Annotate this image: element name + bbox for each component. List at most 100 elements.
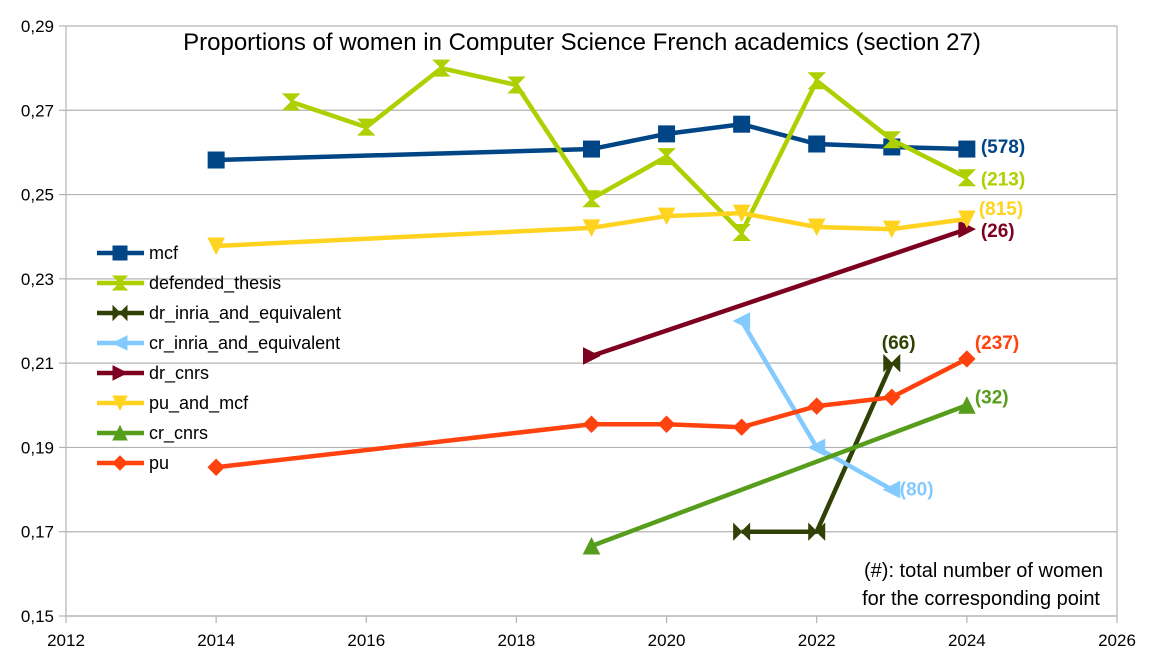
data-point-marker (733, 522, 751, 541)
data-point-marker (958, 350, 976, 368)
y-tick-label: 0,17 (21, 523, 54, 542)
data-point-marker (807, 218, 826, 237)
annotations: (578) (213) (66) (80) (26)(815) (32) (237) (882, 137, 1025, 501)
data-point-marker (507, 76, 526, 94)
data-point-marker (732, 224, 751, 241)
data-point-marker (582, 219, 601, 237)
data-point-marker (732, 418, 751, 436)
data-point-marker (958, 140, 976, 158)
series-mcf (207, 115, 976, 169)
y-tick-label: 0,21 (21, 354, 54, 373)
x-tick-label: 2026 (1098, 631, 1136, 650)
x-tick-label: 2020 (648, 631, 686, 650)
y-tick-label: 0,19 (21, 438, 54, 457)
data-point-marker (583, 347, 601, 365)
y-tick-label: 0,15 (21, 607, 54, 626)
series-group (207, 59, 977, 555)
note-line-1: (#): total number of women (864, 560, 1103, 582)
data-label-defended-thesis: (213) (981, 170, 1025, 191)
data-point-marker (207, 458, 225, 476)
data-point-marker (583, 140, 600, 158)
data-label-dr-inria-and-equivalent: (66) (882, 333, 916, 354)
legend-item: cr_inria_and_equivalent (97, 333, 340, 354)
axes (65, 26, 1118, 617)
data-point-marker (807, 72, 826, 90)
data-label-cr-cnrs: (32) (975, 387, 1009, 408)
note-line-2: for the corresponding point (862, 588, 1100, 610)
x-tick-label: 2014 (197, 631, 235, 650)
data-point-marker (207, 151, 225, 169)
data-point-marker (883, 353, 901, 373)
series-cr-inria-and-equivalent (732, 312, 901, 499)
legend-item: dr_cnrs (97, 363, 209, 384)
legend-item: dr_inria_and_equivalent (97, 303, 341, 324)
legend-item: defended_thesis (97, 273, 281, 294)
legend-marker-triangle-down-icon (112, 395, 128, 412)
series-pu-and-mcf (207, 204, 976, 256)
data-label-mcf: (578) (981, 137, 1025, 158)
data-point-marker (582, 536, 601, 555)
data-point-marker (582, 190, 601, 208)
legend: mcf defended_thesis dr_inria_and_equivalen… (97, 243, 341, 473)
data-label-pu: (237) (975, 333, 1019, 354)
data-point-marker (658, 125, 676, 143)
data-point-marker (808, 397, 826, 415)
data-point-marker (882, 220, 901, 239)
data-point-marker (357, 118, 376, 136)
y-axis-ticks: 0,15 0,17 0,19 0,21 0,23 0,25 0,27 0,29 (21, 17, 66, 626)
data-point-marker (882, 480, 901, 499)
data-point-marker (657, 148, 676, 166)
data-point-marker (882, 131, 901, 149)
legend-marker-triangle-up-icon (112, 424, 128, 441)
x-tick-label: 2022 (798, 631, 836, 650)
series-defended-thesis (282, 59, 977, 241)
data-label-pu-and-mcf: (815) (979, 199, 1023, 220)
x-tick-label: 2016 (347, 631, 385, 650)
series-pu (207, 350, 976, 476)
legend-label: cr_inria_and_equivalent (149, 333, 340, 354)
data-point-marker (733, 115, 751, 133)
legend-item: mcf (97, 243, 179, 263)
y-tick-label: 0,23 (21, 270, 54, 289)
series-dr-cnrs (583, 220, 976, 365)
legend-label: pu_and_mcf (149, 393, 249, 414)
y-tick-label: 0,27 (21, 101, 54, 120)
data-label-cr-inria-and-equivalent: (80) (900, 480, 934, 501)
y-tick-label: 0,25 (21, 186, 54, 205)
legend-label: mcf (149, 243, 179, 263)
data-point-marker (883, 388, 901, 406)
data-point-marker (732, 204, 751, 223)
data-point-marker (432, 59, 451, 77)
legend-label: dr_inria_and_equivalent (149, 303, 341, 324)
data-point-marker (207, 237, 225, 256)
data-point-marker (958, 396, 976, 414)
legend-label: defended_thesis (149, 273, 281, 294)
legend-marker-triangle-left-icon (111, 335, 128, 351)
data-point-marker (582, 415, 601, 433)
legend-label: cr_cnrs (149, 423, 208, 444)
series-line (590, 226, 968, 359)
series-line (590, 403, 968, 549)
legend-marker-bowtie-icon (112, 304, 128, 322)
legend-marker-triangle-right-icon (112, 365, 129, 381)
chart-title: Proportions of women in Computer Science… (183, 29, 981, 56)
legend-marker-hourglass-icon (111, 275, 129, 291)
legend-label: dr_cnrs (149, 363, 209, 384)
legend-label: pu (149, 453, 169, 473)
x-tick-label: 2018 (498, 631, 536, 650)
data-point-marker (657, 415, 676, 433)
data-point-marker (282, 93, 301, 111)
series-cr-cnrs (582, 396, 976, 555)
legend-marker-diamond-icon (112, 455, 128, 471)
x-axis-ticks: 2012 2014 2016 2018 2020 2022 2024 2026 (47, 616, 1136, 650)
x-tick-label: 2012 (47, 631, 85, 650)
data-point-marker (808, 135, 826, 153)
legend-item: pu (97, 453, 169, 473)
data-point-marker (957, 169, 977, 187)
series-line (290, 65, 968, 235)
data-point-marker (732, 312, 751, 330)
data-label-dr-cnrs: (26) (981, 221, 1015, 242)
series-dr-inria-and-equivalent (733, 353, 901, 541)
x-tick-label: 2024 (948, 631, 986, 650)
